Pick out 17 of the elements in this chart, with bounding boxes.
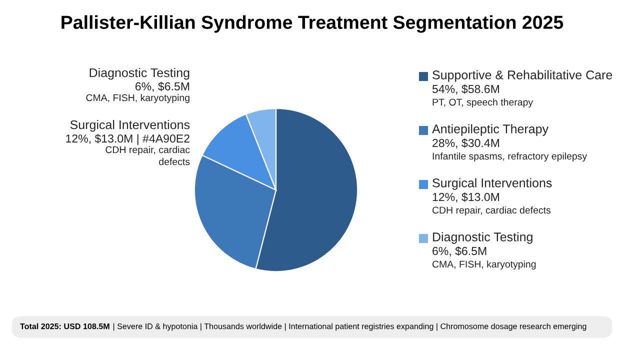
legend-label: Supportive & Rehabilitative Care <box>432 70 612 82</box>
legend-label: Surgical Interventions <box>432 178 552 190</box>
text: CDH repair, cardiac defects <box>432 206 551 216</box>
text: Total 2025: USD 108.5M <box>20 323 110 330</box>
data-label: 54%, $58.6M <box>432 84 499 94</box>
legend-label: Antiepileptic Therapy <box>432 124 548 136</box>
data-label: 6%, $6.5M <box>432 246 486 256</box>
text: Infantile spasms, refractory epilepsy <box>432 152 588 162</box>
chart-title: Pallister-Killian Syndrome Treatment Segmentation 2025 <box>62 15 564 33</box>
legend-label: Diagnostic Testing <box>433 232 532 244</box>
text: Surgical Interventions 12%, $13.0M | #4A90E2 CDH repair, cardiac defects <box>66 120 190 166</box>
text: | Severe ID & hypotonia | Thousands worldwide | International patient registries expanding | Chromosome dosage research emerging <box>113 323 586 331</box>
data-label: 28%, $30.4M <box>432 138 499 148</box>
text: CMA, FISH, karyotyping <box>432 260 536 270</box>
data-label: 12%, $13.0M <box>432 192 499 202</box>
text: Diagnostic Testing 6%, $6.5M CMA, FISH, karyotyping <box>86 68 190 104</box>
text: PT, OT, speech therapy <box>432 98 534 108</box>
